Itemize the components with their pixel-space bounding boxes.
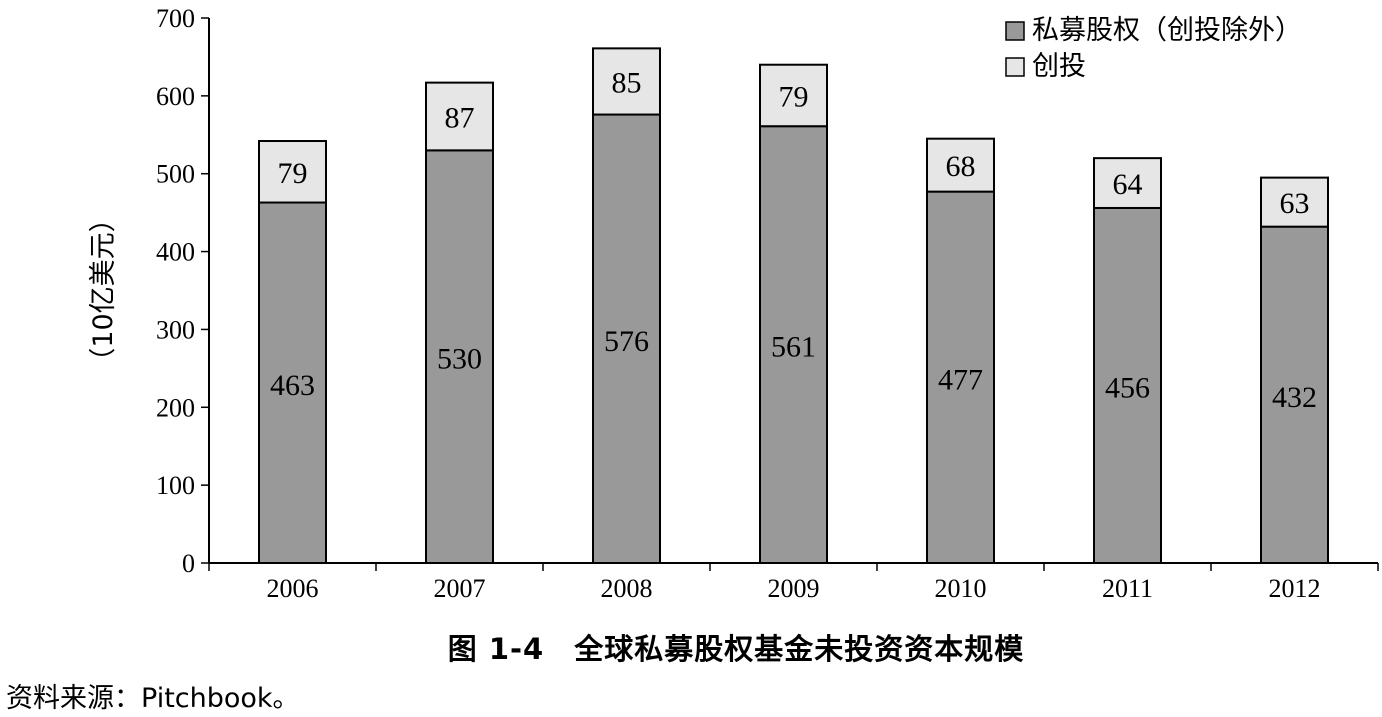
x-axis: 2006 2007 2008 2009 2010 2011 2012: [208, 562, 1379, 603]
y-axis-title: （10亿美元）: [88, 205, 119, 374]
figure-title: 图 1-4 全球私募股权基金未投资资本规模: [447, 632, 1025, 666]
x-tick-label: 2007: [434, 574, 486, 603]
data-label-private-equity: 477: [938, 363, 983, 396]
y-tick-label: 100: [156, 471, 195, 500]
data-label-venture-capital: 63: [1280, 187, 1310, 220]
data-label-private-equity: 456: [1105, 371, 1150, 404]
data-label-venture-capital: 85: [612, 66, 642, 99]
x-tick-label: 2009: [768, 574, 820, 603]
x-tick-label: 2012: [1269, 574, 1321, 603]
data-label-private-equity: 561: [771, 331, 816, 364]
bar-venture-capital: [926, 137, 995, 193]
figure-source: 资料来源：Pitchbook。: [6, 683, 300, 714]
bar-venture-capital: [258, 140, 327, 204]
x-tick-label: 2010: [935, 574, 987, 603]
data-label-private-equity: 576: [604, 325, 649, 358]
legend-swatch: [1005, 57, 1025, 77]
y-axis: 0 100 200 300 400 500 600 700: [156, 4, 210, 578]
data-label-private-equity: 432: [1272, 381, 1317, 414]
data-label-venture-capital: 64: [1113, 168, 1143, 201]
y-axis-label: （10亿美元）: [88, 205, 119, 374]
y-tick-label: 600: [156, 82, 195, 111]
legend-label: 私募股权（创投除外）: [1032, 15, 1302, 46]
x-tick-label: 2008: [601, 574, 653, 603]
bar-venture-capital: [1093, 157, 1162, 209]
x-tick-label: 2011: [1102, 574, 1153, 603]
bar-venture-capital: [759, 63, 828, 128]
bars: 463 79 530 87 576 85 561 79 477 68 456 64 432 63: [258, 47, 1329, 565]
bar-private-equity: [926, 190, 995, 564]
y-tick-label: 500: [156, 160, 195, 189]
bar-private-equity: [759, 125, 828, 564]
bar-private-equity: [1260, 225, 1329, 565]
y-tick-label: 700: [156, 4, 195, 33]
y-tick-label: 400: [156, 238, 195, 267]
bar-venture-capital: [592, 47, 661, 116]
bar-venture-capital: [425, 81, 494, 152]
bar-private-equity: [592, 113, 661, 565]
bar-venture-capital: [1260, 176, 1329, 228]
legend-label: 创投: [1032, 51, 1086, 82]
data-label-venture-capital: 79: [779, 80, 809, 113]
legend: 私募股权（创投除外） 创投: [1005, 15, 1302, 82]
bar-private-equity: [1093, 206, 1162, 564]
y-tick-label: 0: [182, 549, 195, 578]
y-tick-label: 200: [156, 393, 195, 422]
y-tick-label: 300: [156, 315, 195, 344]
data-label-venture-capital: 79: [278, 157, 308, 190]
data-label-venture-capital: 68: [946, 150, 976, 183]
data-label-private-equity: 463: [270, 369, 315, 402]
data-label-venture-capital: 87: [445, 101, 475, 134]
legend-swatch: [1005, 21, 1025, 41]
x-tick-label: 2006: [267, 574, 319, 603]
data-label-private-equity: 530: [437, 343, 482, 376]
